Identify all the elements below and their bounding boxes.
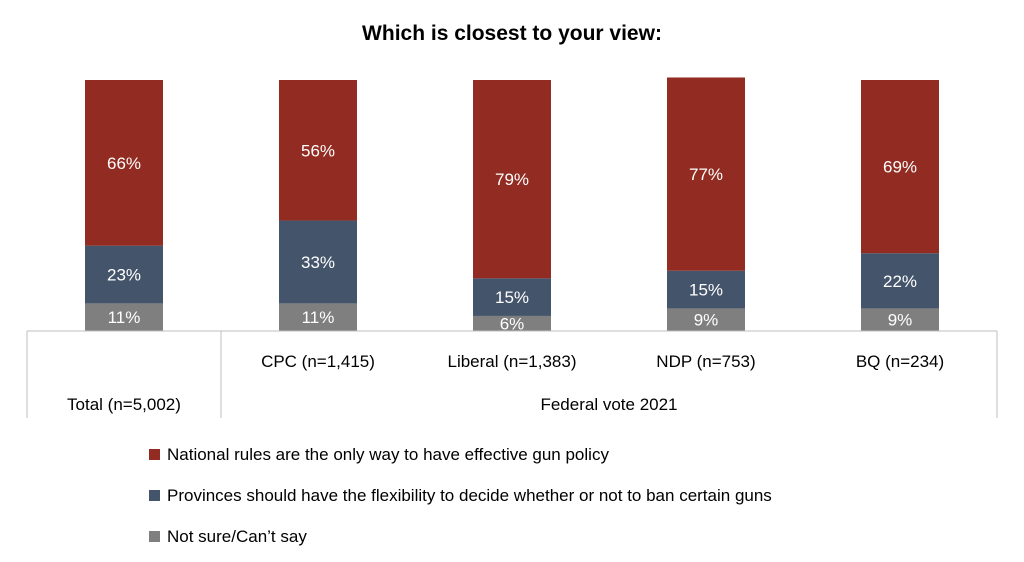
bar-segment-bq-n-234-1 <box>861 253 939 309</box>
data-label-bq-n-234-2: 69% <box>883 158 917 177</box>
bar-segment-liberal-n-1-383-0 <box>473 315 551 331</box>
data-label-bq-n-234-0: 9% <box>888 311 913 330</box>
data-label-liberal-n-1-383-2: 79% <box>495 170 529 189</box>
bar-segment-total-n-5-002-2 <box>85 80 163 246</box>
bar-segment-cpc-n-1-415-1 <box>279 220 357 304</box>
legend-swatch <box>149 449 160 460</box>
data-label-total-n-5-002-1: 23% <box>107 266 141 285</box>
data-label-total-n-5-002-2: 66% <box>107 154 141 173</box>
category-label-total-n-5-002: Total (n=5,002) <box>67 395 181 414</box>
data-label-total-n-5-002-0: 11% <box>108 308 141 327</box>
legend-item-1: Provinces should have the flexibility to… <box>149 475 772 516</box>
category-table: Total (n=5,002) CPC (n=1,415) Liberal (n=1… <box>26 330 998 418</box>
legend-label: Provinces should have the flexibility to… <box>167 485 772 505</box>
data-label-cpc-n-1-415-0: 11% <box>302 308 335 327</box>
category-label-cpc-n-1-415: CPC (n=1,415) <box>261 352 375 371</box>
category-label-bq-n-234: BQ (n=234) <box>856 352 944 371</box>
legend: National rules are the only way to have … <box>149 434 772 557</box>
legend-swatch <box>149 531 160 542</box>
bars-layer: 11% 23% 66% 11% 33% 56% 6% 15% 79% 9% 15% 77% 9% 22% 6… <box>85 77 939 333</box>
bar-segment-ndp-n-753-2 <box>667 77 745 271</box>
data-label-ndp-n-753-2: 77% <box>689 165 723 184</box>
data-label-liberal-n-1-383-1: 15% <box>495 288 529 307</box>
bar-segment-total-n-5-002-0 <box>85 303 163 331</box>
bar-segment-liberal-n-1-383-1 <box>473 278 551 316</box>
bar-segment-cpc-n-1-415-2 <box>279 80 357 221</box>
data-label-bq-n-234-1: 22% <box>883 272 917 291</box>
data-label-ndp-n-753-1: 15% <box>689 281 723 300</box>
legend-label: Not sure/Can’t say <box>167 526 307 546</box>
bar-segment-liberal-n-1-383-2 <box>473 80 551 279</box>
data-label-ndp-n-753-0: 9% <box>694 311 719 330</box>
chart-title: Which is closest to your view: <box>362 22 662 45</box>
bar-segment-cpc-n-1-415-0 <box>279 303 357 331</box>
category-label-ndp-n-753: NDP (n=753) <box>656 352 755 371</box>
data-label-cpc-n-1-415-2: 56% <box>301 141 335 160</box>
stacked-bar-chart: 11% 23% 66% 11% 33% 56% 6% 15% 79% 9% 15% 77% 9% 22% 6… <box>26 77 998 418</box>
bar-segment-ndp-n-753-0 <box>667 308 745 331</box>
legend-item-2: National rules are the only way to have … <box>149 434 772 475</box>
bar-segment-total-n-5-002-1 <box>85 245 163 304</box>
bar-segment-bq-n-234-0 <box>861 308 939 331</box>
legend-swatch <box>149 490 160 501</box>
bar-segment-bq-n-234-2 <box>861 80 939 254</box>
bar-segment-ndp-n-753-1 <box>667 270 745 309</box>
data-label-liberal-n-1-383-0: 6% <box>500 314 525 333</box>
legend-label: National rules are the only way to have … <box>167 444 609 464</box>
data-label-cpc-n-1-415-1: 33% <box>301 253 335 272</box>
legend-item-0: Not sure/Can’t say <box>149 516 772 557</box>
group-label-federal-vote: Federal vote 2021 <box>540 395 677 414</box>
category-label-liberal-n-1-383: Liberal (n=1,383) <box>447 352 576 371</box>
